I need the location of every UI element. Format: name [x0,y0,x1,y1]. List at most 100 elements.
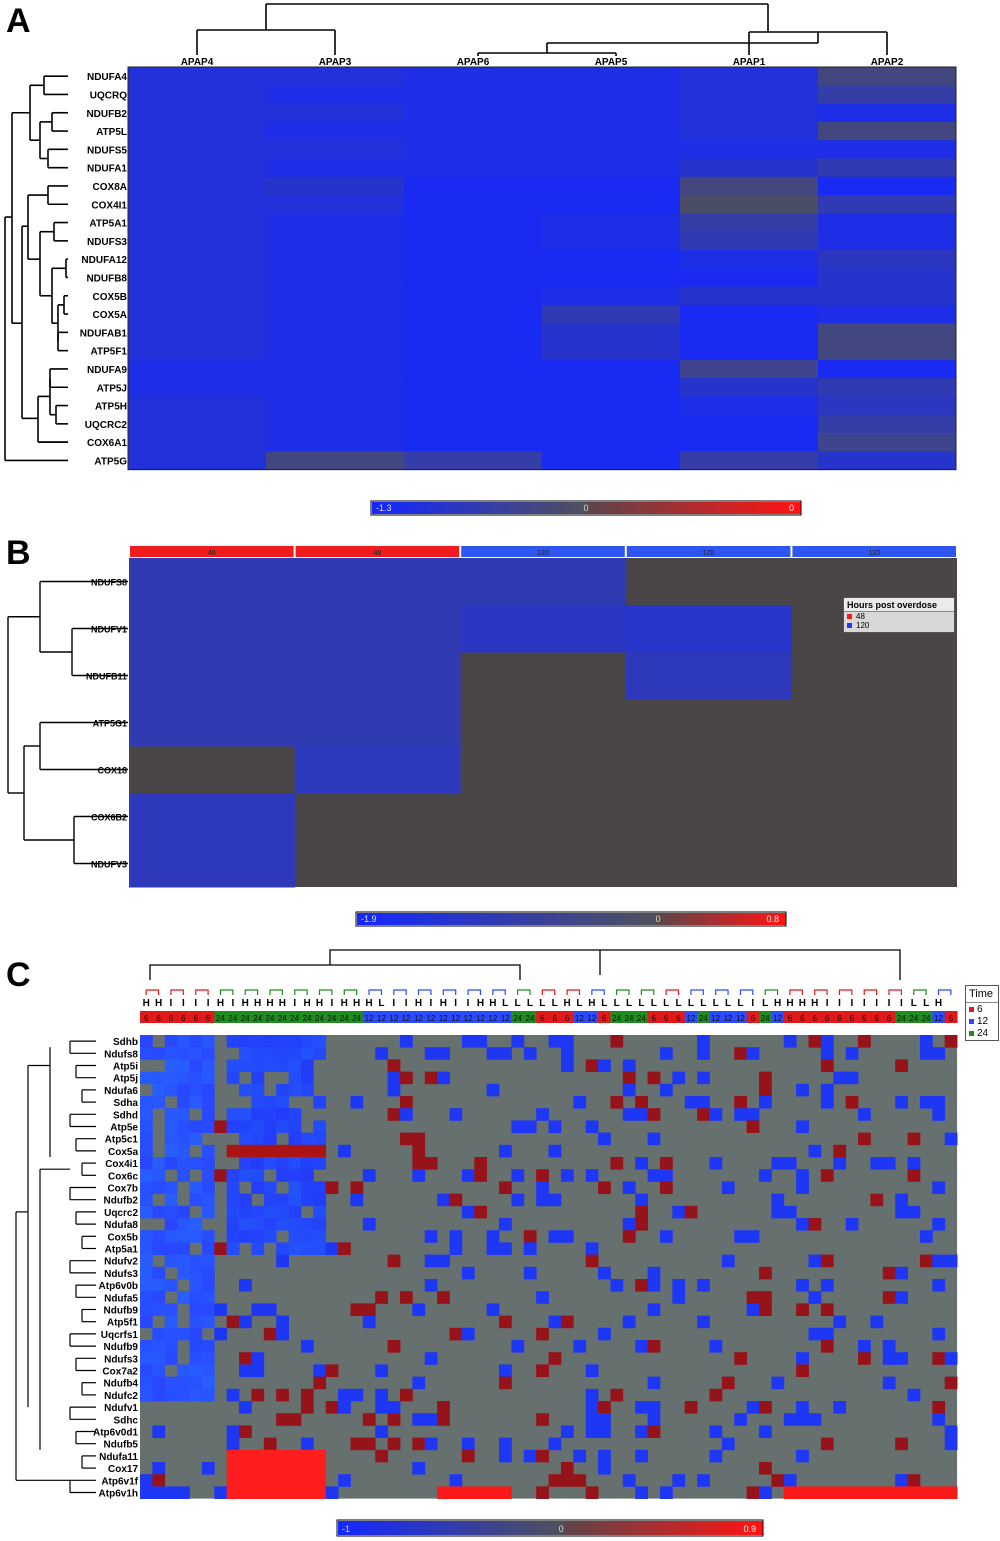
b-color-scale-step [385,913,394,925]
heatmap-cell-c [251,1181,265,1194]
dose-label-c: I [231,998,234,1009]
heatmap-cell-c [536,1413,549,1426]
heatmap-b: 48 48 120 120 120NDUFS8NDUFV1NDUFB11ATP5G1CO… [7,546,957,927]
b-color-scale-step [742,913,750,925]
heatmap-cell-c [585,1486,599,1499]
heatmap-cell-c [499,1315,512,1329]
heatmap-cell-c [239,1108,252,1121]
a-color-scale-step [628,502,637,514]
heatmap-cell-c [288,1083,302,1097]
a-color-scale-step [614,502,623,514]
heatmap-cell-c [140,1315,153,1329]
heatmap-cell-b [129,793,296,841]
heatmap-cell-c [895,1059,908,1072]
heatmap-cell-c [672,1291,686,1304]
heatmap-cell-c [796,1169,809,1182]
dendrogram-branch-c [591,989,605,995]
heatmap-cell-a [266,323,405,342]
c-color-scale-step [352,1521,360,1535]
time-bar-cell-c [895,1011,909,1023]
dendrogram-branch-c [170,989,184,995]
heatmap-cell-c [598,1181,611,1194]
heatmap-cell-a [266,341,405,361]
heatmap-cell-c [288,1462,302,1475]
heatmap-cell-c [251,1047,265,1060]
legend-swatch-6 [969,1006,974,1012]
heatmap-cell-c [659,1047,673,1060]
row-label-c: Ndufv1 [104,1403,138,1414]
heatmap-cell-c [152,1352,166,1365]
heatmap-cell-c [189,1047,203,1060]
time-label-c: 6 [862,1014,867,1023]
dose-label-c: L [527,998,533,1009]
heatmap-cell-c [164,1108,178,1121]
heatmap-cell-c [610,1035,624,1048]
dose-label-c: H [155,998,162,1009]
heatmap-cell-c [796,1449,809,1463]
dendrogram-branch-c [145,989,160,995]
dose-label-c: L [638,998,644,1009]
time-bar-cell-c [721,1011,735,1023]
a-color-scale-step [650,502,658,514]
heatmap-cell-a [818,176,957,196]
time-bar-cell-c [635,1011,649,1023]
heatmap-cell-c [560,1425,574,1438]
heatmap-cell-c [300,1047,314,1060]
heatmap-cell-c [300,1157,314,1170]
time-bar-cell-c [833,1011,847,1023]
row-label-c: Atp5e [110,1123,138,1134]
heatmap-cell-c [164,1486,178,1499]
column-label-a: APAP3 [319,57,352,68]
heatmap-cell-c [338,1388,351,1402]
a-color-scale-step [471,502,480,514]
a-color-scale-step [457,502,466,514]
dose-label-c: I [850,998,853,1009]
a-color-scale-step [707,502,715,514]
time-label-c: 24 [303,1014,312,1023]
dose-label-c: I [826,998,829,1009]
heatmap-cell-c [276,1035,289,1048]
heatmap-cell-c [721,1181,735,1194]
heatmap-cell-c [734,1047,748,1060]
heatmap-cell-c [919,1035,933,1048]
heatmap-cell-c [152,1242,166,1255]
heatmap-cell-c [647,1108,661,1121]
time-label-c: 6 [602,1014,607,1023]
heatmap-cell-c [882,1352,896,1365]
heatmap-cell-a [404,213,543,233]
heatmap-cell-c [461,1437,475,1451]
heatmap-cell-c [919,1096,933,1109]
heatmap-cell-c [313,1047,327,1060]
heatmap-cell-c [251,1388,265,1402]
dose-label-c: H [811,998,818,1009]
heatmap-cell-c [251,1242,265,1255]
heatmap-cell-c [560,1059,574,1072]
c-color-scale-step [585,1521,593,1535]
heatmap-cell-c [239,1059,252,1072]
heatmap-cell-c [313,1157,327,1170]
heatmap-cell-c [140,1120,153,1133]
a-color-scale-step [750,502,758,514]
heatmap-cell-c [152,1071,166,1085]
c-color-scale-step [338,1521,346,1535]
heatmap-cell-c [536,1291,549,1304]
heatmap-cell-c [721,1254,735,1268]
c-color-scale-step [571,1521,579,1535]
row-label-a: NDUFB2 [86,109,127,120]
c-color-scale-step [634,1521,643,1535]
time-bar-cell-c [882,1011,896,1023]
heatmap-cell-c [820,1083,834,1097]
time-label-c: 24 [327,1014,336,1023]
heatmap-cell-c [140,1303,153,1316]
heatmap-cell-c [919,1486,933,1499]
heatmap-cell-c [845,1218,859,1231]
time-bar-cell-c [746,1011,760,1023]
heatmap-cell-a [680,158,819,178]
time-bar-cell-c [870,1011,884,1023]
heatmap-cell-c [164,1047,178,1060]
heatmap-cell-c [499,1437,512,1451]
heatmap-cell-c [251,1059,265,1072]
heatmap-cell-c [820,1254,834,1268]
time-bar-cell-c [709,1011,723,1023]
heatmap-cell-c [251,1071,265,1085]
